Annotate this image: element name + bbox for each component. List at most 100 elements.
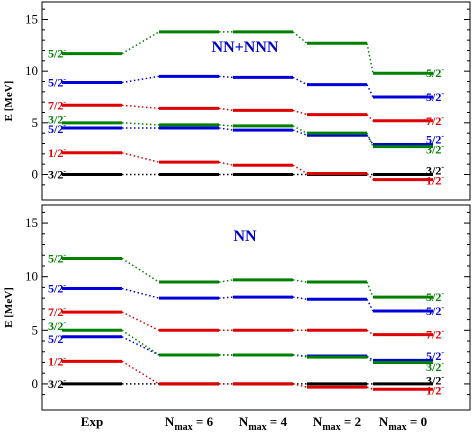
level-connector	[121, 257, 160, 283]
y-tick-label: 15	[25, 215, 38, 230]
level-connector	[218, 107, 234, 112]
level-connector	[366, 298, 374, 312]
y-tick-label: 0	[32, 167, 39, 182]
level-connector	[292, 76, 308, 86]
x-category-label: Nmax = 0	[379, 414, 427, 433]
level-connector	[292, 129, 308, 136]
right-level-label: 5/2-	[426, 303, 444, 318]
left-level-label: 5/2-	[48, 280, 66, 295]
level-series	[62, 359, 433, 391]
right-level-label: 3/2-	[426, 373, 444, 388]
level-series	[62, 151, 433, 182]
level-connector	[218, 279, 234, 283]
level-connector	[366, 84, 374, 98]
right-level-label: 3/2-	[426, 359, 444, 374]
level-connector	[121, 329, 160, 356]
level-connector	[366, 329, 374, 336]
level-connector	[121, 287, 160, 299]
x-category-label: Exp	[81, 414, 103, 429]
right-level-label: 5/2-	[426, 131, 444, 146]
left-level-label: 3/2-	[48, 318, 66, 333]
level-connector	[366, 355, 374, 361]
left-level-label: 5/2-	[48, 331, 66, 346]
level-connector	[121, 75, 160, 84]
level-connector	[121, 122, 160, 126]
panel-frame	[41, 1, 471, 201]
right-level-label: 3/2-	[426, 142, 444, 157]
level-series	[62, 286, 433, 313]
level-connector	[218, 127, 234, 131]
y-tick-label: 15	[25, 12, 38, 27]
level-connector	[366, 281, 374, 298]
y-tick-label: 10	[25, 269, 38, 284]
right-level-label: 7/2-	[426, 113, 444, 128]
right-level-label: 1/2-	[426, 382, 444, 397]
panel-title: NN	[233, 228, 257, 245]
level-connector	[292, 354, 308, 358]
left-level-label: 3/2-	[48, 167, 66, 182]
x-category-label: Nmax = 6	[165, 414, 214, 433]
level-connector	[366, 132, 374, 147]
left-level-label: 7/2-	[48, 304, 66, 319]
panel-title: NN+NNN	[212, 39, 279, 56]
left-level-label: 5/2-	[48, 46, 66, 61]
level-series	[62, 103, 433, 123]
level-connector	[121, 311, 160, 331]
left-level-label: 1/2-	[48, 353, 66, 368]
right-level-label: 3/2-	[426, 162, 444, 177]
level-series	[62, 310, 433, 337]
x-category-label: Nmax = 2	[313, 414, 361, 433]
left-level-label: 5/2-	[48, 121, 66, 136]
level-connector	[121, 336, 160, 356]
y-tick-label: 5	[32, 115, 39, 130]
left-level-label: 1/2-	[48, 145, 66, 160]
right-level-label: 5/2-	[426, 89, 444, 104]
level-connector	[366, 356, 374, 364]
level-connector	[292, 354, 308, 357]
left-level-label: 3/2-	[48, 112, 66, 127]
level-connector	[366, 172, 374, 181]
level-connector	[366, 43, 374, 74]
level-connector	[218, 75, 234, 79]
level-connector	[292, 383, 308, 388]
level-connector	[121, 104, 160, 110]
level-series	[62, 74, 433, 99]
left-level-label: 5/2-	[48, 75, 66, 90]
y-axis-label: E [MeV]	[3, 287, 15, 328]
left-level-label: 7/2-	[48, 97, 66, 112]
y-axis-label: E [MeV]	[3, 81, 15, 122]
level-connector	[121, 31, 160, 55]
level-connector	[292, 279, 308, 283]
level-connector	[366, 114, 374, 122]
level-connector	[292, 296, 308, 300]
right-level-label: 5/2-	[426, 65, 444, 80]
level-series	[62, 30, 433, 75]
left-level-label: 5/2-	[48, 250, 66, 265]
level-connector	[218, 161, 234, 166]
panel-frame	[41, 204, 471, 411]
level-connector	[218, 124, 234, 127]
level-connector	[292, 125, 308, 134]
level-connector	[366, 386, 374, 390]
x-axis-categories: Exp Nmax = 6 Nmax = 4 Nmax = 2 Nmax = 0	[81, 414, 427, 433]
level-connector	[121, 152, 160, 163]
right-level-label: 5/2-	[426, 348, 444, 363]
level-series	[62, 328, 433, 364]
level-series	[62, 126, 433, 147]
level-connector	[292, 109, 308, 116]
level-series	[62, 256, 433, 299]
level-series	[62, 335, 433, 362]
level-connector	[218, 296, 234, 299]
right-level-label: 7/2-	[426, 327, 444, 342]
level-connector	[366, 134, 374, 145]
x-category-label: Nmax = 4	[239, 414, 288, 433]
y-tick-label: 10	[25, 63, 38, 78]
left-level-label: 3/2-	[48, 376, 66, 391]
level-connector	[292, 164, 308, 175]
right-level-label: 1/2-	[426, 173, 444, 188]
level-connector	[121, 360, 160, 385]
y-tick-label: 0	[32, 376, 39, 391]
level-connector	[292, 31, 308, 44]
